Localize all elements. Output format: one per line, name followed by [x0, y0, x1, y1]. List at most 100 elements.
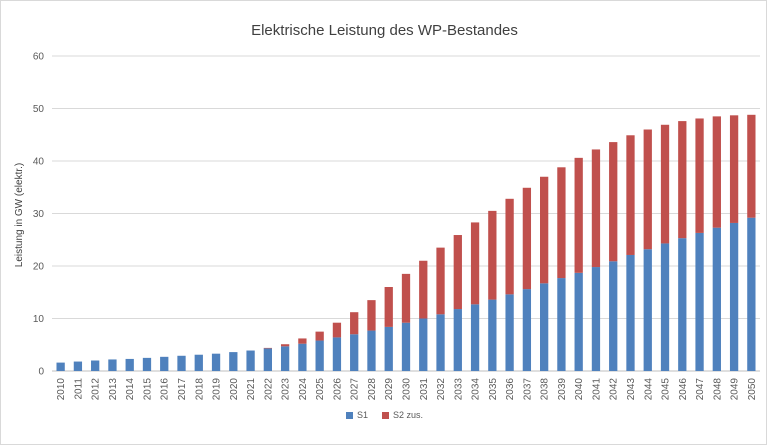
x-tick-label: 2042 — [609, 378, 620, 401]
bar-s2-2044 — [643, 129, 652, 250]
bar-s2-2035 — [488, 210, 497, 300]
y-tick-label: 30 — [33, 209, 45, 220]
x-tick-label: 2033 — [453, 378, 464, 401]
bar-s2-2022 — [263, 347, 272, 349]
bar-s1-2044 — [643, 249, 652, 371]
gridlines — [52, 55, 760, 372]
bar-s1-2033 — [453, 309, 462, 371]
bar-s1-2021 — [246, 350, 255, 371]
bar-s2-2023 — [280, 344, 290, 347]
bar-s2-2039 — [557, 167, 566, 279]
bar-s1-2037 — [522, 289, 532, 371]
bar-s1-2036 — [505, 294, 514, 371]
x-tick-label: 2039 — [557, 378, 568, 401]
bar-s1-2016 — [160, 356, 169, 371]
bar-s2-2046 — [678, 121, 687, 239]
bar-s2-2036 — [505, 198, 514, 295]
x-tick-label: 2040 — [574, 378, 585, 401]
bar-s2-2048 — [712, 116, 721, 228]
x-tick-label: 2030 — [402, 378, 413, 401]
legend-label-s1: S1 — [356, 410, 368, 420]
legend-swatch-s1 — [345, 411, 353, 419]
x-tick-label: 2028 — [367, 378, 378, 401]
bar-s2-2031 — [419, 260, 428, 319]
bar-s1-2046 — [678, 238, 687, 371]
bar-s1-2039 — [557, 278, 566, 371]
bar-s2-2047 — [695, 118, 704, 233]
bar-s1-2043 — [626, 254, 635, 371]
bar-s2-2043 — [626, 135, 635, 255]
x-tick-label: 2019 — [212, 378, 223, 401]
bar-s1-2020 — [229, 352, 238, 371]
x-tick-label: 2037 — [522, 378, 533, 401]
x-tick-label: 2046 — [678, 378, 689, 401]
bar-s1-2042 — [609, 261, 618, 371]
y-tick-label: 0 — [38, 367, 44, 378]
x-tick-label: 2015 — [142, 378, 153, 401]
x-tick-label: 2021 — [246, 378, 257, 401]
bar-s1-2034 — [470, 304, 480, 371]
bar-s1-2018 — [194, 354, 203, 371]
x-tick-label: 2024 — [298, 378, 309, 401]
y-tick-label: 10 — [33, 314, 45, 325]
bar-s1-2027 — [350, 334, 359, 371]
bar-s1-2048 — [712, 227, 721, 371]
bar-s2-2029 — [384, 287, 393, 327]
bar-s2-2027 — [350, 312, 359, 335]
bar-s2-2026 — [332, 322, 342, 338]
x-tick-label: 2014 — [125, 378, 136, 401]
x-tick-label: 2038 — [540, 378, 551, 401]
bar-s1-2029 — [384, 326, 393, 371]
x-tick-label: 2022 — [263, 378, 274, 401]
bar-s2-2041 — [591, 149, 601, 268]
y-tick-label: 50 — [33, 104, 45, 115]
bar-s2-2049 — [729, 115, 739, 223]
bar-s2-2025 — [315, 331, 324, 341]
bar-s1-2015 — [142, 357, 152, 371]
bar-s2-2045 — [660, 124, 670, 244]
x-tick-label: 2050 — [747, 378, 758, 401]
bar-s1-2013 — [108, 359, 117, 371]
bar-s1-2050 — [747, 217, 756, 371]
x-tick-label: 2027 — [350, 378, 361, 401]
bar-s2-2028 — [367, 300, 376, 331]
bar-s1-2047 — [695, 232, 704, 371]
bar-s2-2038 — [540, 176, 549, 284]
x-tick-label: 2047 — [695, 378, 706, 401]
bar-s2-2034 — [470, 222, 480, 305]
bar-s1-2025 — [315, 340, 324, 371]
x-tick-label: 2020 — [229, 378, 240, 401]
bar-s2-2030 — [401, 273, 411, 323]
bar-s1-2014 — [125, 358, 134, 371]
x-tick-label: 2031 — [419, 378, 430, 401]
bar-s2-2042 — [609, 142, 618, 262]
x-tick-label: 2010 — [56, 378, 67, 401]
bar-s1-2038 — [540, 283, 549, 371]
bar-s1-2032 — [436, 314, 445, 371]
legend-label-s2: S2 zus. — [393, 410, 424, 420]
x-tick-label: 2025 — [315, 378, 326, 401]
x-tick-label: 2043 — [626, 378, 637, 401]
y-tick-label: 20 — [33, 262, 45, 273]
x-tick-label: 2036 — [505, 378, 516, 401]
bar-s1-2010 — [56, 362, 65, 371]
bars — [56, 114, 756, 371]
x-tick-label: 2026 — [332, 378, 343, 401]
bar-s1-2022 — [263, 348, 272, 371]
x-tick-label: 2023 — [281, 378, 292, 401]
x-tick-label: 2011 — [73, 378, 84, 400]
bar-s2-2032 — [436, 247, 445, 315]
y-tick-label: 60 — [33, 52, 45, 63]
legend-swatch-s2 — [382, 411, 389, 419]
chart-title: Elektrische Leistung des WP-Bestandes — [251, 22, 518, 39]
bar-s1-2026 — [332, 337, 342, 371]
bar-s1-2024 — [298, 343, 307, 371]
x-tick-label: 2048 — [712, 378, 723, 401]
legend-item-s2: S2 zus. — [382, 410, 423, 420]
bar-s2-2024 — [298, 338, 307, 344]
bar-s1-2017 — [177, 355, 186, 371]
x-tick-label: 2032 — [436, 378, 447, 401]
bar-s1-2028 — [367, 330, 376, 371]
x-tick-label: 2041 — [591, 378, 602, 401]
